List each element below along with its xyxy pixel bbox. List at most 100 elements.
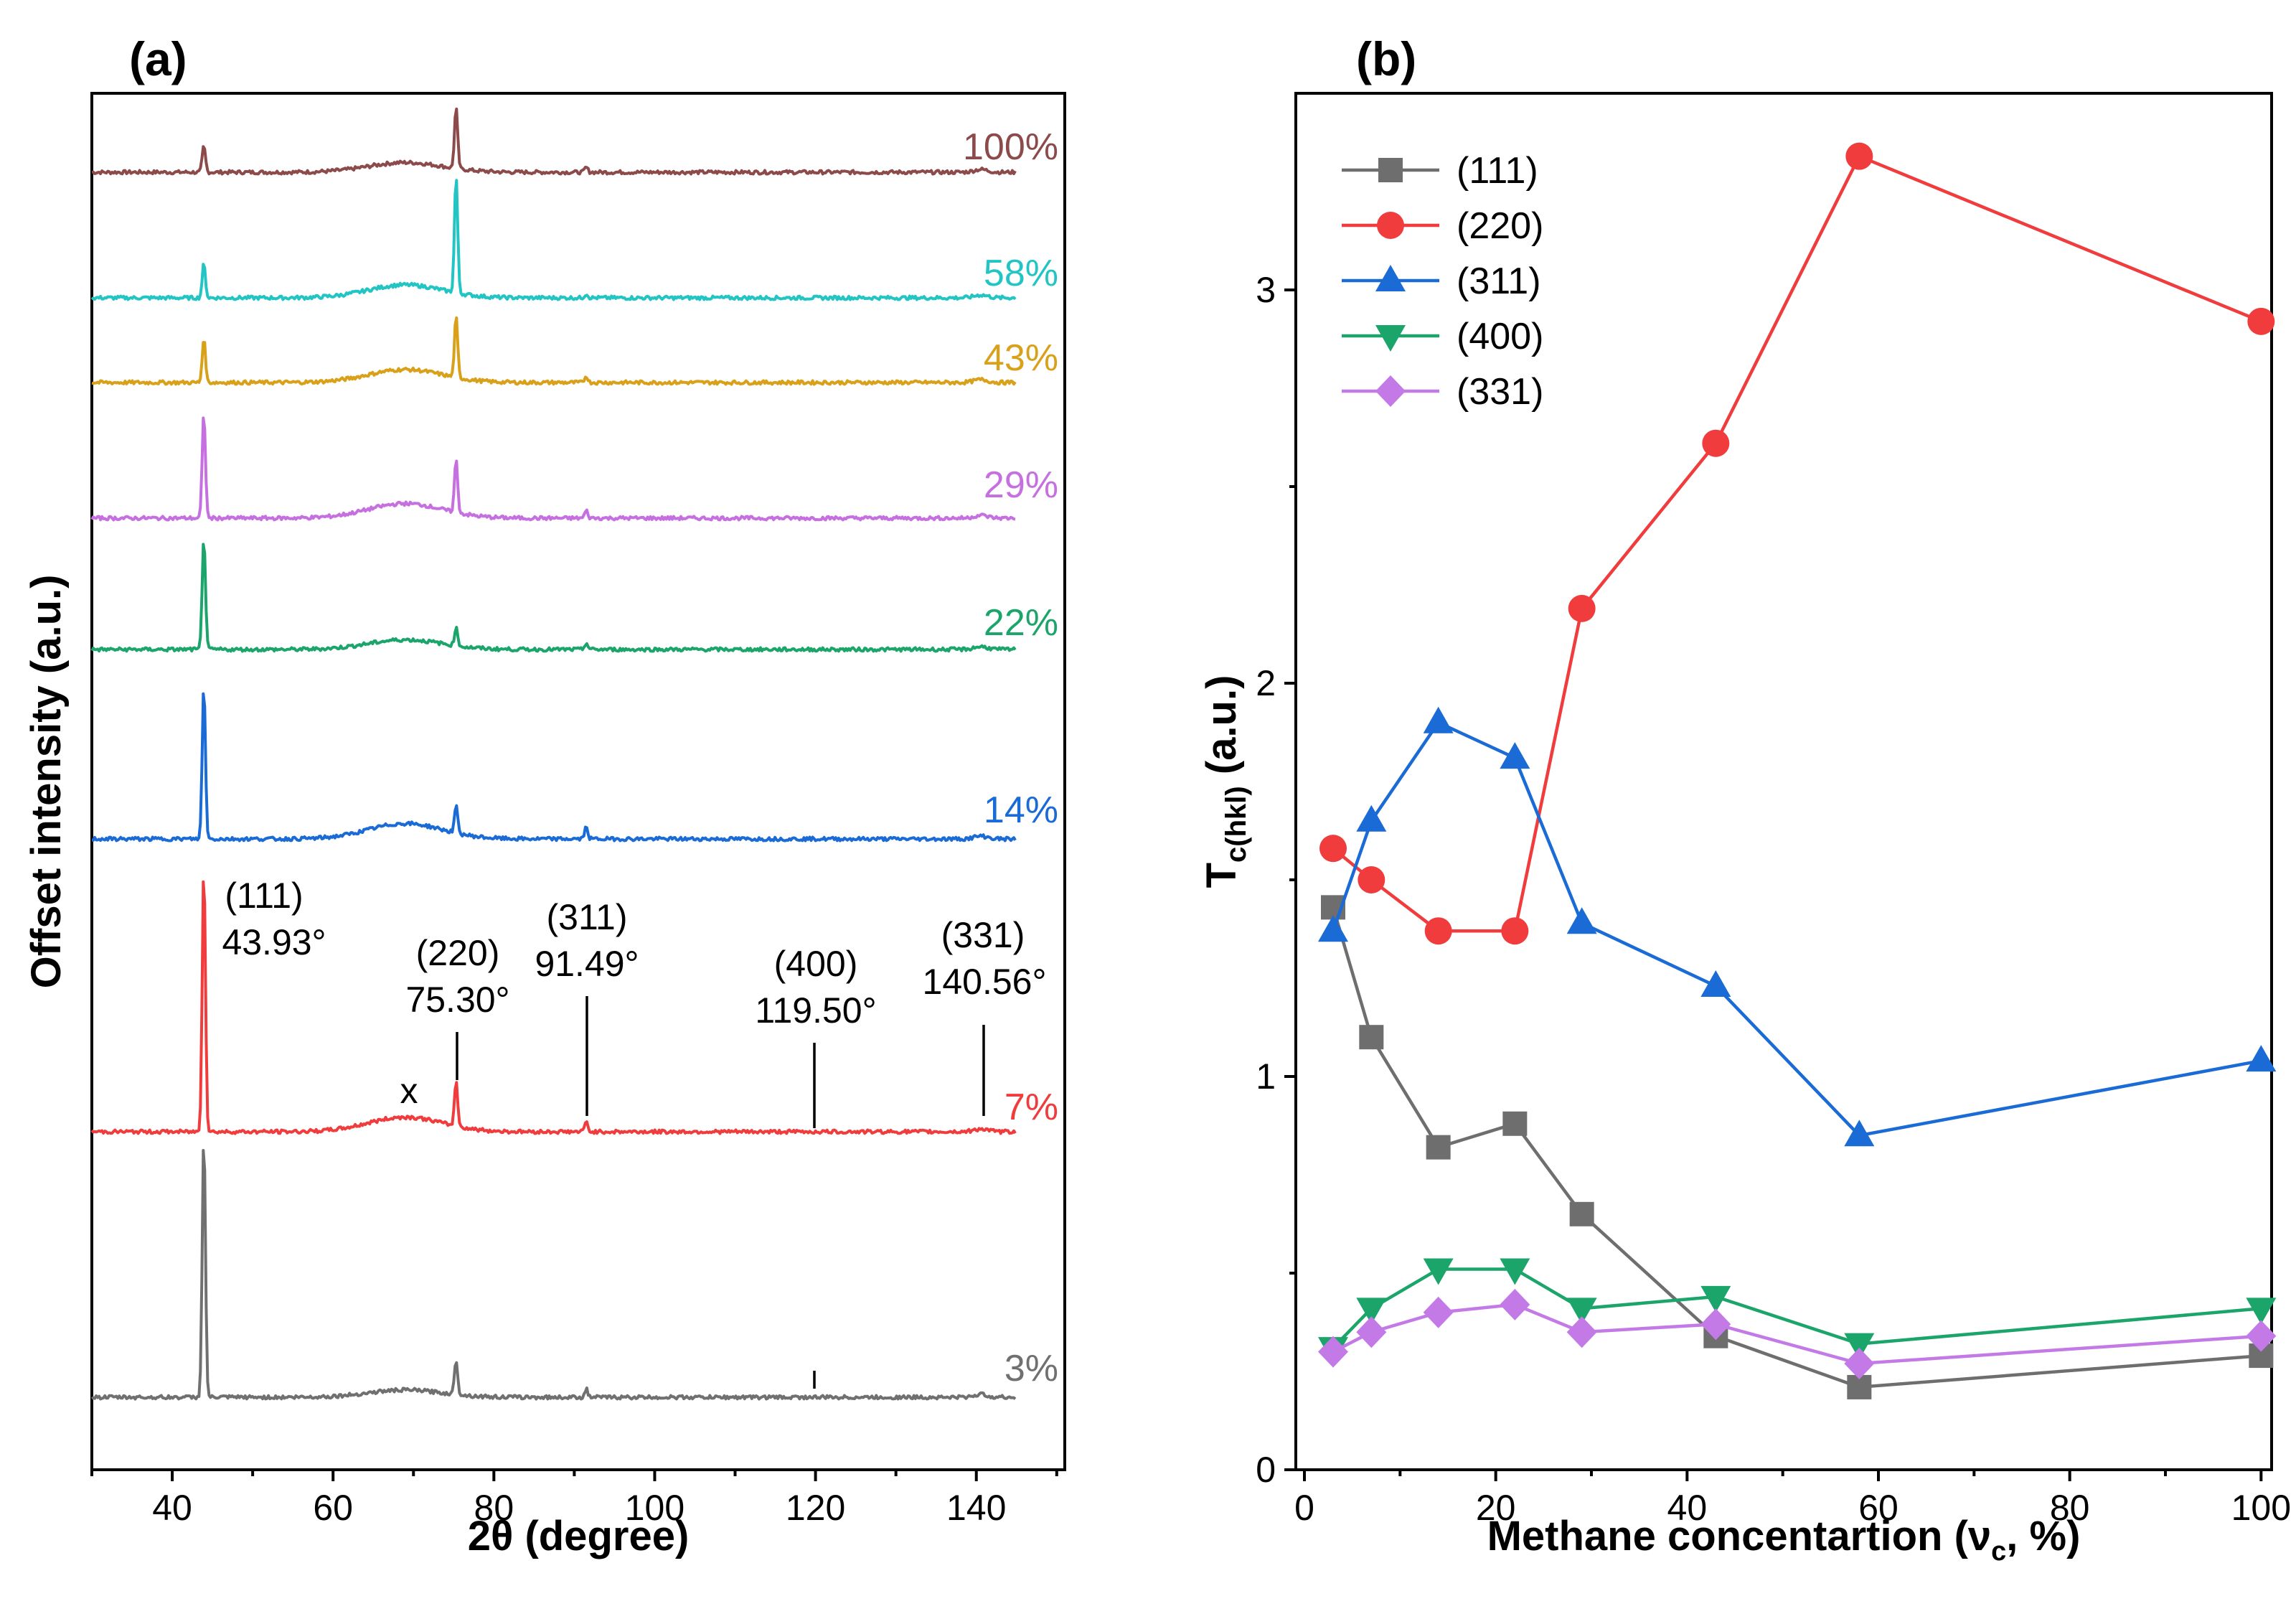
- panel-a-label: (a): [129, 32, 187, 85]
- xrd-trace-29pct: [90, 416, 1016, 522]
- panel-b: (b) 0 20 40 60 80 100 0 1 2 3 Methane concentart…: [1198, 32, 2291, 1567]
- concentration-label: 58%: [984, 253, 1058, 294]
- xrd-trace-14pct: [91, 692, 1017, 843]
- panel-a-traces: [90, 107, 1017, 1401]
- data-point-331: [1356, 1316, 1387, 1348]
- data-point-400: [2246, 1298, 2277, 1325]
- series-line-331: [1332, 1303, 2262, 1366]
- panel-b-y-ticks: 0 1 2 3: [1256, 270, 1296, 1490]
- data-point-331: [1500, 1288, 1530, 1320]
- b-x-tick-label: 60: [1858, 1488, 1899, 1528]
- b-y-tick-label: 3: [1256, 270, 1276, 310]
- b-x-tick-label: 20: [1476, 1488, 1516, 1528]
- panel-b-series: [1318, 142, 2277, 1399]
- concentration-label: 100%: [963, 126, 1058, 168]
- legend-marker-331: [1375, 375, 1406, 407]
- data-point-311: [1356, 804, 1387, 832]
- legend-marker-220: [1377, 212, 1404, 239]
- data-point-311: [1423, 706, 1454, 733]
- concentration-label: 3%: [1004, 1348, 1058, 1389]
- data-point-311: [1566, 907, 1597, 934]
- data-point-220: [1702, 429, 1730, 457]
- legend-marker-311: [1375, 265, 1406, 291]
- data-point-311: [1700, 970, 1731, 997]
- x-title-main: Methane concentartion (ν: [1487, 1513, 1992, 1559]
- y-title-end: (a.u.): [1198, 675, 1245, 787]
- panel-b-x-ticks: 0 20 40 60 80 100: [1294, 1470, 2291, 1528]
- panel-b-x-axis-title: Methane concentartion (νc, %): [1487, 1513, 2081, 1567]
- series-line-111: [1331, 906, 2262, 1389]
- data-point-220: [1568, 594, 1596, 622]
- b-x-tick-label: 40: [1667, 1488, 1708, 1528]
- peak-311-label: (311): [546, 897, 627, 937]
- series-line-311: [1331, 720, 2262, 1137]
- data-point-220: [1358, 866, 1385, 893]
- panel-a-y-axis-title: Offset intensity (a.u.): [23, 575, 70, 989]
- peak-annotations: (111) 43.93° (220) 75.30° (311) 91.49° (…: [222, 876, 1046, 1389]
- peak-331-angle: 140.56°: [923, 962, 1047, 1002]
- data-point-400: [1844, 1333, 1875, 1360]
- data-point-331: [1566, 1316, 1597, 1348]
- peak-400-angle: 119.50°: [755, 990, 876, 1031]
- legend: (111) (220) (311) (400) (331): [1342, 150, 1543, 413]
- peak-311-angle: 91.49°: [535, 944, 639, 984]
- data-point-331: [1318, 1336, 1348, 1368]
- xrd-trace-100pct: [91, 107, 1017, 176]
- panel-a: (a) 40 60 80 100 120 140 2θ (degree) Offset i…: [23, 32, 1066, 1559]
- a-x-tick-label: 60: [313, 1488, 353, 1528]
- concentration-label: 7%: [1004, 1087, 1058, 1128]
- legend-label-220: (220): [1457, 205, 1543, 247]
- peak-220-label: (220): [416, 933, 500, 973]
- data-point-331: [1423, 1296, 1454, 1328]
- data-point-311: [2246, 1045, 2277, 1072]
- panel-a-frame: [90, 92, 1066, 1471]
- peak-220-angle: 75.30°: [405, 980, 509, 1020]
- concentration-label: 43%: [984, 337, 1058, 379]
- data-point-311: [1500, 742, 1530, 769]
- xrd-trace-7pct: [90, 880, 1017, 1135]
- a-x-tick-label: 120: [786, 1488, 845, 1528]
- a-x-tick-label: 80: [474, 1488, 514, 1528]
- peak-400-label: (400): [774, 944, 858, 984]
- xrd-trace-58pct: [90, 179, 1017, 301]
- x-title-end: , %): [2006, 1513, 2080, 1559]
- data-point-400: [1423, 1258, 1454, 1285]
- b-x-tick-label: 80: [2050, 1488, 2090, 1528]
- data-point-111: [1426, 1135, 1451, 1160]
- series-line-220: [1332, 154, 2262, 933]
- legend-marker-400: [1375, 325, 1406, 352]
- data-point-400: [1566, 1298, 1597, 1325]
- peak-331-label: (331): [941, 915, 1025, 955]
- data-point-331: [2246, 1320, 2277, 1352]
- concentration-label: 14%: [984, 789, 1058, 831]
- data-point-220: [1319, 835, 1347, 863]
- data-point-311: [1318, 915, 1348, 942]
- panel-a-x-ticks: 40 60 80 100 120 140: [90, 1470, 1058, 1528]
- broad-feature-x-mark: x: [400, 1071, 418, 1111]
- data-point-400: [1500, 1258, 1530, 1285]
- panel-b-y-axis-title: Tc(hkl) (a.u.): [1198, 675, 1252, 888]
- data-point-220: [1424, 917, 1452, 945]
- panel-a-concentration-labels: 100% 58% 43% 29% 22% 14% 7% 3%: [963, 126, 1058, 1389]
- data-point-220: [2247, 307, 2275, 335]
- a-x-tick-label: 40: [152, 1488, 192, 1528]
- a-x-tick-label: 100: [625, 1488, 684, 1528]
- data-point-311: [1844, 1120, 1875, 1147]
- xrd-trace-3pct: [90, 1149, 1017, 1401]
- y-title-main: T: [1198, 863, 1245, 888]
- a-x-tick-label: 140: [946, 1488, 1006, 1528]
- b-x-tick-label: 0: [1294, 1488, 1314, 1528]
- concentration-label: 29%: [984, 464, 1058, 506]
- b-x-tick-label: 100: [2231, 1488, 2291, 1528]
- data-point-220: [1501, 917, 1529, 945]
- data-point-111: [1502, 1111, 1528, 1136]
- b-y-tick-label: 1: [1256, 1056, 1276, 1097]
- data-point-400: [1700, 1285, 1731, 1313]
- y-title-sub: c(hkl): [1220, 786, 1252, 863]
- panel-a-x-axis-title: 2θ (degree): [468, 1513, 690, 1559]
- xrd-trace-43pct: [91, 316, 1017, 386]
- data-point-111: [1359, 1025, 1384, 1050]
- legend-label-331: (331): [1457, 371, 1543, 413]
- data-point-331: [1700, 1308, 1731, 1341]
- b-y-tick-label: 0: [1256, 1450, 1276, 1490]
